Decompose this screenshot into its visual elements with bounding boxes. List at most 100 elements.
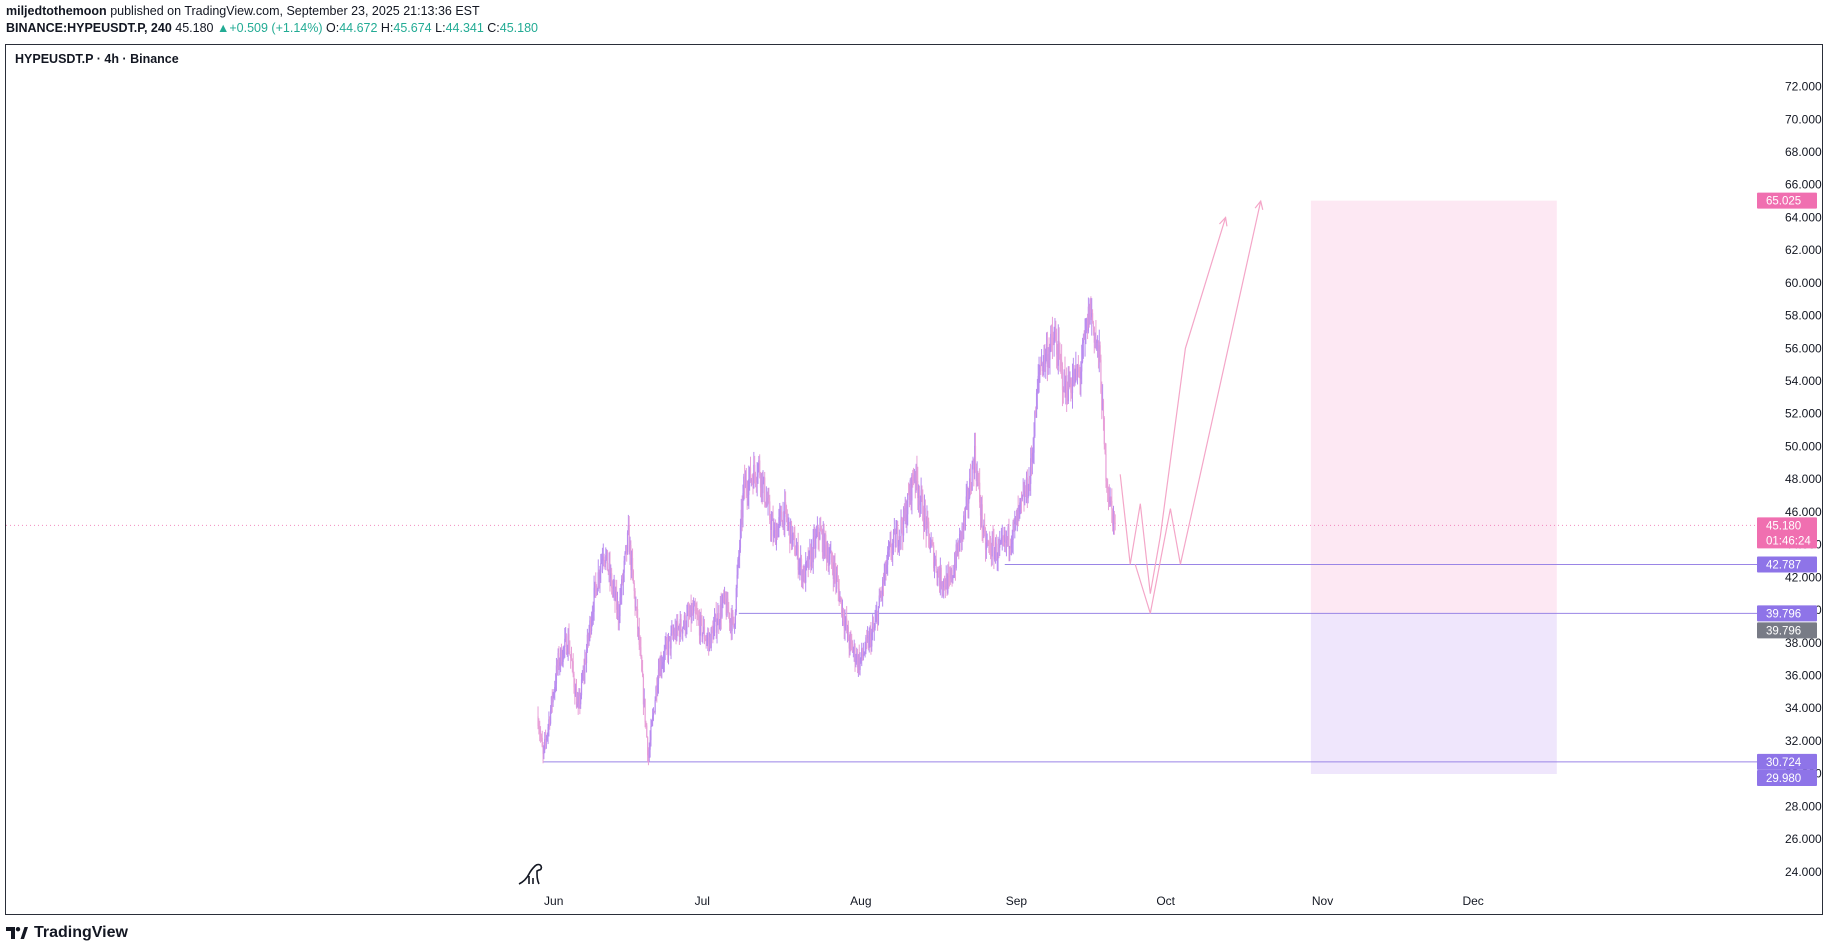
candle-body [707,638,709,640]
candle-body [605,555,607,564]
candle-body [1064,372,1066,393]
candle-body [551,696,553,703]
candle-body [918,496,920,499]
candle-body [902,508,905,536]
candle-body [1043,349,1045,364]
candle-body [1066,380,1068,398]
candle-body [848,640,850,649]
author-name[interactable]: miljedtothemoon [6,4,107,18]
candle-body [1019,502,1021,507]
candle-body [1007,527,1009,541]
candle-body [688,615,691,617]
candle-body [967,491,969,504]
candle-body [804,569,806,583]
candle-body [542,746,544,755]
candle-body [676,621,678,638]
candle-body [809,550,811,552]
candle-body [1057,340,1059,366]
candle-body [704,638,706,641]
candle-body [1034,411,1036,437]
candle-body [549,719,551,724]
candle-body [748,478,750,495]
candle-body [836,576,839,581]
candle-body [1099,345,1101,360]
candle-body [995,542,997,560]
candle-body [739,547,741,556]
publish-info: miljedtothemoon published on TradingView… [6,4,480,18]
candle-body [1018,506,1020,512]
candle-body [910,480,912,501]
candle-body [938,569,940,577]
candle-body [571,660,573,662]
candle-body [577,701,579,705]
candle-body [1097,341,1100,358]
candle-body [984,524,986,534]
candle-body [618,616,620,621]
candle-body [847,626,849,641]
candle-body [706,639,708,641]
candle-body [1035,411,1037,418]
low-label: L: [435,21,446,35]
candle-body [815,535,817,549]
y-tick-label: 72.000 [1785,80,1822,94]
candle-body [663,650,665,662]
candle-body [827,554,829,566]
candle-body [1011,539,1013,544]
candle-body [608,563,610,572]
candle-body [766,500,768,505]
candle-body [1004,534,1006,542]
tradingview-brand[interactable]: TradingView [34,924,128,941]
candle-body [891,552,893,554]
candle-body [951,569,953,580]
candle-body [715,614,717,633]
candle-body [666,640,668,645]
candle-body [774,527,776,531]
candle-body [1055,332,1057,341]
candle-body [956,544,958,554]
candle-body [635,607,637,609]
candle-body [1109,496,1111,504]
candle-body [596,588,599,595]
candle-body [616,591,618,610]
y-tick-label: 42.000 [1785,570,1822,584]
candle-body [1087,306,1090,332]
candle-body [999,541,1002,544]
candle-body [749,467,752,482]
candle-body [813,536,815,539]
candle-body [687,611,689,615]
candle-body [875,615,877,622]
candle-body [725,602,727,616]
candle-body [537,716,539,727]
level-badge-support-mid: 39.796 [1766,608,1801,620]
candle-body [922,495,924,521]
candle-body [733,624,736,628]
candle-body [981,504,983,529]
x-tick-label: Nov [1312,894,1333,908]
symbol-label[interactable]: BINANCE:HYPEUSDT.P, 240 [6,21,172,35]
candle-body [841,608,844,616]
candle-body [768,497,770,502]
candle-body [1029,478,1031,484]
candle-body [631,558,633,571]
candle-body [576,701,578,708]
candle-body [548,719,550,728]
candle-body [838,588,840,602]
candle-body [546,734,548,739]
candle-body [810,550,812,567]
candle-body [539,733,542,737]
candle-body [1106,481,1108,488]
candle-body [755,481,757,483]
candle-body [1020,498,1023,500]
candle-body [930,542,932,548]
y-tick-label: 28.000 [1785,799,1822,813]
candle-body [871,632,873,647]
candle-body [953,575,955,577]
candle-body [1048,354,1050,360]
candle-body [619,597,621,617]
candle-body [1101,392,1103,411]
candle-body [570,657,573,661]
candle-body [667,638,670,655]
x-tick-label: Dec [1462,894,1483,908]
candle-body [832,568,834,580]
